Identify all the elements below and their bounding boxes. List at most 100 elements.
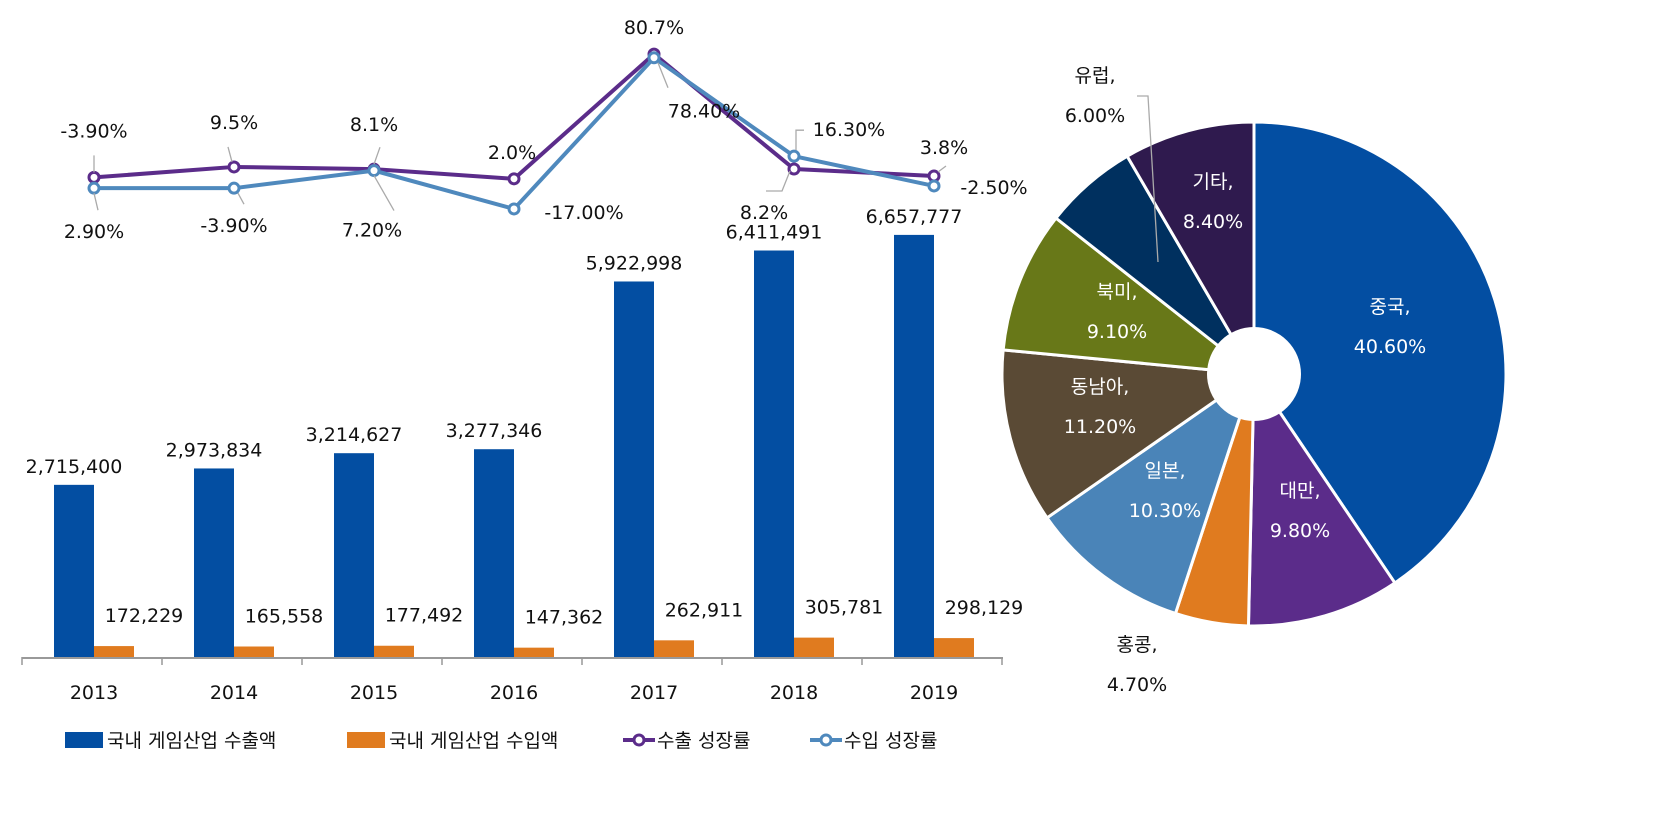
line-data-label: 78.40% [668,101,740,123]
bar [514,647,554,657]
line-data-label: 80.7% [624,17,684,39]
x-tick-label: 2017 [630,682,678,704]
bar-series-group: 2,715,400 2,973,834 3,214,627 3,277,346 5,92… [26,206,1024,657]
x-tick-label: 2018 [770,682,818,704]
pie-slice-label: 대만, [1280,480,1321,502]
bar [894,234,934,657]
line-point [87,181,101,195]
line-point [787,162,801,176]
line-data-label: -3.90% [200,215,267,237]
bar-data-label: 165,558 [245,606,324,628]
bar-data-label: 6,411,491 [726,222,823,244]
pie-slice [1044,370,1257,616]
bar [194,468,234,657]
x-axis: 2013 2014 2015 2016 2017 2018 2019 [21,657,1003,704]
bar [474,449,514,657]
line-point [367,164,381,178]
pie-slice-value: 9.80% [1270,520,1330,542]
bar [94,646,134,657]
legend: 국내 게임산업 수출액 국내 게임산업 수입액 수출 성장률 수입 성장률 [65,730,937,752]
pie-slice [1246,369,1397,628]
line-data-label: 7.20% [342,220,402,242]
pie-slice-label: 일본, [1145,460,1186,482]
line-point [927,179,941,193]
line-point [647,51,661,65]
legend-swatch [347,732,385,748]
line-data-label: 2.90% [64,221,124,243]
pie-slice-label: 유럽, [1075,65,1116,87]
x-tick-label: 2014 [210,682,258,704]
bar-data-label: 305,781 [805,597,884,619]
pie-slice-value: 8.40% [1183,211,1243,233]
bar [654,640,694,657]
legend-marker [632,733,646,747]
pie-slice-value: 9.10% [1087,321,1147,343]
line-point [507,172,521,186]
bar [754,250,794,657]
pie-slice-label: 홍콩, [1117,634,1158,656]
line-point [87,170,101,184]
line-data-label: -17.00% [544,202,623,224]
legend-marker [819,733,833,747]
leader-line [373,146,381,165]
leader-line [937,165,947,173]
pie-slice-value: 6.00% [1065,105,1125,127]
line-point [507,202,521,216]
pie-slice [1252,120,1508,586]
bar-data-label: 298,129 [945,597,1024,619]
bar-data-label: 3,277,346 [446,420,543,442]
leader-line [227,146,233,163]
pie-slice [1001,216,1259,376]
pie-hole [1207,327,1301,421]
bar [234,646,274,657]
bar [374,645,414,657]
x-tick-label: 2016 [490,682,538,704]
legend-swatch [65,732,103,748]
bar [934,638,974,657]
pie-slice [1125,120,1256,380]
pie-chart: 중국, 40.60% 대만, 9.80% 홍콩, 4.70% 일본, 10.30% 동남아, 11… [1000,65,1508,696]
legend-label: 국내 게임산업 수입액 [389,730,558,752]
bar [54,484,94,657]
leader-line [795,129,804,151]
bar-data-label: 5,922,998 [586,252,683,274]
pie-slice-value: 40.60% [1354,336,1426,358]
x-tick-label: 2013 [70,682,118,704]
line-data-label: -3.90% [60,120,127,142]
bar-data-label: 172,229 [105,605,184,627]
bar-data-label: 2,973,834 [166,439,263,461]
line-data-label: -2.50% [960,177,1027,199]
pie-slice-value: 4.70% [1107,674,1167,696]
legend-label: 수입 성장률 [844,730,937,752]
pie-slice-label: 동남아, [1071,376,1129,398]
pie-slice-label: 중국, [1370,296,1411,318]
legend-label: 국내 게임산업 수출액 [107,730,276,752]
line-data-label: 8.1% [350,114,398,136]
line-series-group: -3.90% 9.5% 8.1% 2.0% 80.7% 8.2% 3.8% 2.90% -3.9… [60,17,1027,243]
line-point [227,181,241,195]
line-point [787,149,801,163]
pie-slice-label: 기타, [1193,171,1234,193]
bar-data-label: 2,715,400 [26,456,123,478]
line-data-label: 3.8% [920,137,968,159]
leader-line [237,192,245,205]
pie-slice-value: 10.30% [1129,500,1201,522]
leader-line [93,193,99,211]
bar-data-label: 3,214,627 [306,424,403,446]
leader-line [766,170,791,192]
bar-data-label: 177,492 [385,605,464,627]
leader-line [373,175,395,211]
line-point [227,160,241,174]
bar-data-label: 262,911 [665,599,744,621]
bar-data-label: 147,362 [525,607,604,629]
leader-line [1137,95,1159,263]
line-data-label: 9.5% [210,112,258,134]
leader-line [657,62,669,88]
line-data-label: 16.30% [813,119,885,141]
x-tick-label: 2015 [350,682,398,704]
line-data-label: 2.0% [488,142,536,164]
bar [334,453,374,657]
pie-slice [1000,348,1259,520]
line-data-label: 8.2% [740,202,788,224]
